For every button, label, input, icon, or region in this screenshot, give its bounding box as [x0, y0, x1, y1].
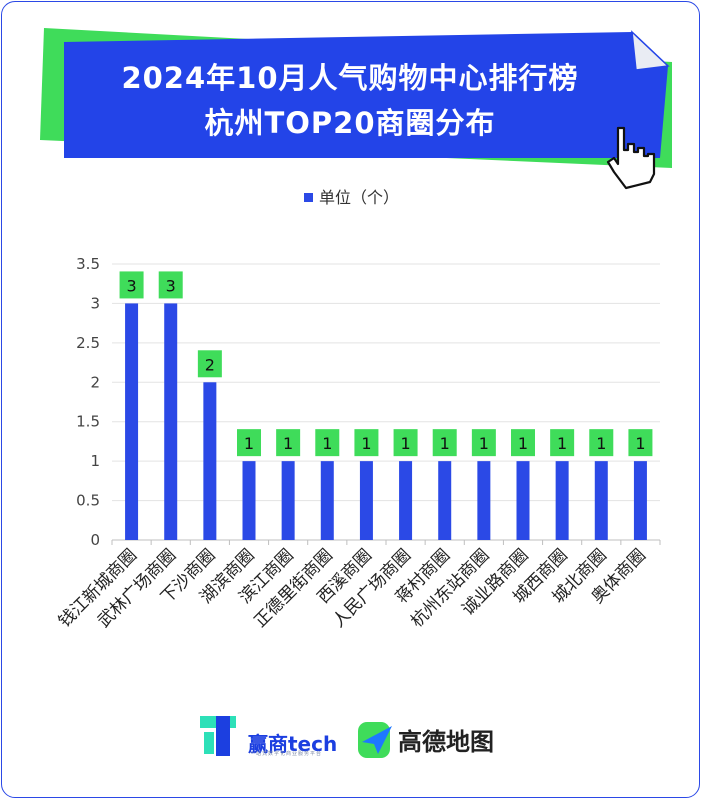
data-label: 1 — [440, 434, 450, 453]
y-tick-label: 1 — [90, 452, 100, 470]
gaode-logo-icon — [358, 722, 392, 758]
y-tick-label: 3 — [90, 294, 100, 312]
data-label-box — [197, 350, 222, 378]
data-label-box — [471, 429, 496, 457]
data-label: 1 — [596, 434, 606, 453]
footer-logos — [200, 716, 392, 758]
gaode-logo-text: 高德地图 — [398, 728, 494, 756]
data-label-box — [550, 429, 575, 457]
bar — [555, 461, 569, 540]
y-tick-label: 0.5 — [76, 492, 100, 510]
ying-logo-icon — [200, 716, 236, 756]
data-label: 1 — [244, 434, 254, 453]
bar — [164, 303, 178, 540]
data-label: 1 — [518, 434, 528, 453]
data-label-box — [119, 271, 144, 299]
bar-chart: 00.511.522.533.53钱江新城商圈3武林广场商圈2下沙商圈1湖滨商圈… — [55, 255, 661, 632]
data-label: 3 — [126, 276, 136, 295]
y-tick-label: 1.5 — [76, 413, 100, 431]
data-label: 1 — [400, 434, 410, 453]
data-label: 2 — [205, 355, 215, 374]
y-tick-label: 2.5 — [76, 334, 100, 352]
ying-logo-subtitle: 一站式数字化商业服务平台 — [250, 751, 323, 757]
legend: 单位（个） — [0, 184, 703, 208]
bar — [242, 461, 256, 540]
banner-fold — [631, 30, 670, 71]
bar — [516, 461, 530, 540]
bar — [594, 461, 608, 540]
bar — [477, 461, 491, 540]
data-label: 1 — [283, 434, 293, 453]
data-label-box — [393, 429, 418, 457]
legend-label: 单位（个） — [318, 188, 399, 207]
pointing-hand-icon — [606, 126, 656, 190]
bar — [438, 461, 452, 540]
bar — [203, 382, 217, 540]
title-line-1: 2024年10月人气购物中心排行榜 — [121, 61, 579, 95]
data-label: 1 — [479, 434, 489, 453]
y-tick-label: 2 — [90, 373, 100, 391]
data-label-box — [158, 271, 183, 299]
legend-swatch — [303, 193, 313, 202]
bar — [633, 461, 647, 540]
bar — [399, 461, 413, 540]
y-tick-label: 0 — [90, 531, 100, 549]
bar — [281, 461, 295, 540]
banner-blue-shape — [64, 32, 668, 158]
data-label: 1 — [557, 434, 567, 453]
bar — [320, 461, 334, 540]
data-label: 3 — [166, 276, 176, 295]
title-banner — [40, 28, 672, 190]
data-label: 1 — [635, 434, 645, 453]
data-label: 1 — [322, 434, 332, 453]
data-label-box — [432, 429, 457, 457]
data-label-box — [237, 429, 261, 457]
data-label-box — [628, 429, 653, 457]
data-label-box — [276, 429, 301, 457]
y-tick-label: 3.5 — [76, 255, 100, 273]
title-line-2: 杭州TOP20商圈分布 — [204, 106, 496, 140]
data-label-box — [589, 429, 614, 457]
data-label: 1 — [361, 434, 371, 453]
data-label-box — [315, 429, 340, 457]
bar — [359, 461, 373, 540]
data-label-box — [511, 429, 535, 457]
ying-logo-text: 赢商tech — [248, 732, 338, 756]
data-label-box — [354, 429, 379, 457]
bar — [125, 303, 139, 540]
